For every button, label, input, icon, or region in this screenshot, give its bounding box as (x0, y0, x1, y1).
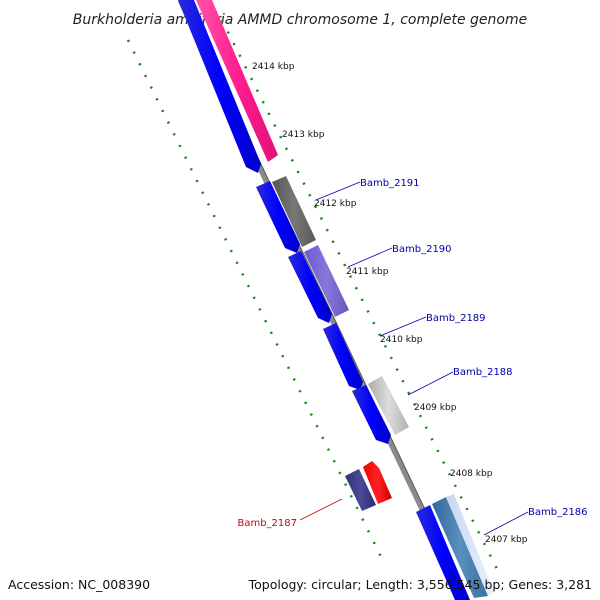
kbp-label: 2412 kbp (314, 199, 357, 209)
kbp-label: 2410 kbp (380, 335, 423, 345)
forward-gene-top (196, 0, 278, 162)
gene-leader-lines (299, 181, 529, 536)
reverse-gene (288, 251, 332, 323)
gene-bamb-2186-block (432, 497, 488, 598)
gene-bamb-2190-block (304, 245, 349, 317)
kbp-label: 2411 kbp (346, 267, 389, 277)
reverse-gene (323, 323, 363, 390)
gene-label-bamb-2187[interactable]: Bamb_2187 (237, 518, 297, 529)
reverse-gene-top (178, 0, 261, 173)
kbp-label: 2408 kbp (450, 469, 493, 479)
accession-text: Accession: NC_008390 (8, 577, 151, 592)
reverse-gene-bottom (416, 505, 470, 600)
leader-line-bamb-2189 (379, 316, 427, 337)
leader-line-bamb-2190 (347, 247, 393, 268)
leader-line-bamb-2187 (299, 498, 343, 521)
gene-label-bamb-2189[interactable]: Bamb_2189 (426, 313, 486, 324)
gene-bamb-2186-halo (446, 494, 494, 596)
gene-labels: Bamb_2191 Bamb_2190 Bamb_2189 Bamb_2188 … (237, 178, 587, 529)
kbp-label: 2409 kbp (414, 403, 457, 413)
leader-line-bamb-2191 (315, 181, 361, 201)
topology-text: Topology: circular; Length: 3,556,545 bp… (248, 577, 592, 592)
gene-label-bamb-2191[interactable]: Bamb_2191 (360, 178, 420, 189)
gene-label-bamb-2186[interactable]: Bamb_2186 (528, 507, 588, 518)
gene-bamb-2187-arrow (363, 461, 392, 504)
gene-bamb-2191-block (272, 176, 316, 247)
gene-label-bamb-2190[interactable]: Bamb_2190 (392, 244, 452, 255)
leader-line-bamb-2188 (407, 371, 454, 396)
reverse-gene (352, 385, 391, 444)
leader-line-bamb-2186 (483, 511, 529, 536)
kbp-tick-labels: 2414 kbp 2413 kbp 2412 kbp 2411 kbp 2410… (252, 62, 528, 545)
gene-bamb-2188-block (368, 376, 409, 435)
map-title: Burkholderia ambifaria AMMD chromosome 1… (73, 12, 527, 28)
kbp-label: 2413 kbp (282, 130, 325, 140)
gene-label-bamb-2188[interactable]: Bamb_2188 (453, 367, 513, 378)
kbp-label: 2407 kbp (485, 535, 528, 545)
gene-bamb-2187-navy-block (345, 469, 376, 511)
kbp-label: 2414 kbp (252, 62, 295, 72)
reverse-gene (256, 181, 300, 253)
